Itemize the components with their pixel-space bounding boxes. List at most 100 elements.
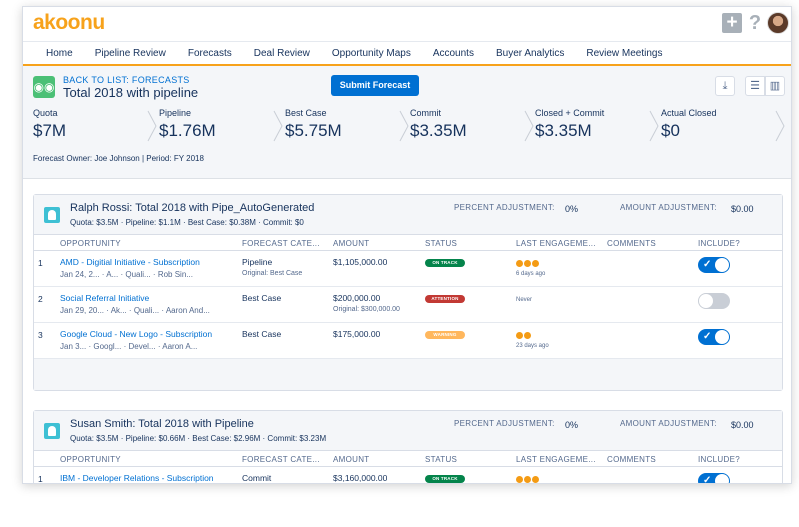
status-badge: ON TRACK xyxy=(425,475,465,483)
table-header: OPPORTUNITY FORECAST CATE... AMOUNT STATUS L… xyxy=(34,451,782,467)
plus-icon[interactable]: + xyxy=(722,13,742,33)
kanban-view-icon[interactable]: ▥ xyxy=(765,76,785,96)
avatar[interactable] xyxy=(767,12,789,34)
table-row: 1 IBM - Developer Relations - Subscriptio… xyxy=(34,467,782,484)
opportunity-meta: Jan 3... · Googl... · Devel... · Aaron A… xyxy=(60,342,198,351)
amount[interactable]: $1,105,000.00 xyxy=(333,257,388,267)
card-summary: Quota: $3.5M · Pipeline: $0.66M · Best C… xyxy=(70,434,327,443)
nav-item-home[interactable]: Home xyxy=(46,48,73,59)
forecast-category[interactable]: Best Case xyxy=(242,329,282,339)
column-header[interactable]: FORECAST CATE... xyxy=(242,455,320,464)
nav-item-review-meetings[interactable]: Review Meetings xyxy=(586,48,663,59)
app-window: akoonu + ? Home Pipeline Review Forecasts D… xyxy=(22,6,792,484)
forecast-category[interactable]: Commit xyxy=(242,473,272,483)
opportunity-link[interactable]: IBM - Developer Relations - Subscription xyxy=(60,473,214,483)
metric-value: $3.35M xyxy=(535,121,592,140)
column-header[interactable]: OPPORTUNITY xyxy=(60,455,121,464)
engagement-dot xyxy=(532,260,539,267)
column-header: LAST ENGAGEME... xyxy=(516,239,596,248)
amount[interactable]: $200,000.00 xyxy=(333,293,381,303)
include-toggle[interactable]: ✓ xyxy=(698,329,730,345)
column-header: STATUS xyxy=(425,455,458,464)
percent-adjustment-value[interactable]: 0% xyxy=(565,204,579,214)
column-header[interactable]: AMOUNT xyxy=(333,455,370,464)
column-header: LAST ENGAGEME... xyxy=(516,455,596,464)
top-bar: akoonu + ? xyxy=(23,7,791,41)
percent-adjustment-label: PERCENT ADJUSTMENT: xyxy=(454,419,555,428)
binoculars-icon: ◉◉ xyxy=(33,76,55,98)
row-number: 1 xyxy=(38,474,43,484)
table-row: 3 Google Cloud - New Logo - Subscription J… xyxy=(34,323,782,359)
column-header: INCLUDE? xyxy=(698,455,740,464)
help-icon[interactable]: ? xyxy=(748,12,762,34)
toggle-knob xyxy=(715,330,729,344)
table-row: 2 Social Referral Initiative Jan 29, 20...… xyxy=(34,287,782,323)
opportunity-link[interactable]: Google Cloud - New Logo - Subscription xyxy=(60,329,213,339)
check-icon: ✓ xyxy=(703,259,712,270)
card-summary: Quota: $3.5M · Pipeline: $1.1M · Best Ca… xyxy=(70,218,304,227)
amount-adjustment-label: AMOUNT ADJUSTMENT: xyxy=(620,203,717,212)
card-title: Susan Smith: Total 2018 with Pipeline xyxy=(70,418,254,430)
forecast-category[interactable]: Best Case xyxy=(242,293,282,303)
include-toggle[interactable]: ✓ xyxy=(698,257,730,273)
include-toggle[interactable] xyxy=(698,293,730,309)
column-header[interactable]: FORECAST CATE... xyxy=(242,239,320,248)
engagement-dot xyxy=(532,476,539,483)
nav-item-buyer-analytics[interactable]: Buyer Analytics xyxy=(495,48,565,59)
forecast-category[interactable]: Pipeline xyxy=(242,257,273,267)
amount-adjustment-value[interactable]: $0.00 xyxy=(731,204,754,214)
metric-label: Closed + Commit xyxy=(535,108,605,118)
column-header: COMMENTS xyxy=(607,455,657,464)
amount[interactable]: $3,160,000.00 xyxy=(333,473,388,483)
card-footer xyxy=(34,359,782,390)
column-header[interactable]: OPPORTUNITY xyxy=(60,239,121,248)
check-icon: ✓ xyxy=(703,331,712,342)
chevron-right-icon xyxy=(273,110,283,142)
download-icon[interactable]: ⤓ xyxy=(715,76,735,96)
metric-pipeline: Pipeline $1.76M xyxy=(159,106,269,146)
status-badge: ON TRACK xyxy=(425,259,465,267)
chevron-right-icon xyxy=(524,110,534,142)
column-header: STATUS xyxy=(425,239,458,248)
opportunity-link[interactable]: AMD - Digitial Initiative - Subscription xyxy=(60,257,200,267)
metric-value: $3.35M xyxy=(410,121,467,140)
amount[interactable]: $175,000.00 xyxy=(333,329,381,339)
metric-label: Quota xyxy=(33,108,58,118)
forecast-owner-period: Forecast Owner: Joe Johnson | Period: FY… xyxy=(33,154,204,163)
nav-item-pipeline-review[interactable]: Pipeline Review xyxy=(94,48,166,59)
list-view-icon[interactable]: ☰ xyxy=(745,76,765,96)
metric-quota: Quota $7M xyxy=(33,106,143,146)
submit-forecast-button[interactable]: Submit Forecast xyxy=(331,75,419,96)
engagement-dots xyxy=(516,331,532,341)
nav-item-accounts[interactable]: Accounts xyxy=(432,48,474,59)
include-toggle[interactable]: ✓ xyxy=(698,473,730,483)
nav-item-deal-review[interactable]: Deal Review xyxy=(253,48,310,59)
opportunity-link[interactable]: Social Referral Initiative xyxy=(60,293,150,303)
card-title: Ralph Rossi: Total 2018 with Pipe_AutoGe… xyxy=(70,202,315,214)
forecast-header: ◉◉ BACK TO LIST: FORECASTS Total 2018 wi… xyxy=(23,66,791,179)
chevron-right-icon xyxy=(775,110,785,142)
column-header: INCLUDE? xyxy=(698,239,740,248)
opportunity-meta: Jan 29, 20... · Ak... · Quali... · Aaron… xyxy=(60,306,210,315)
user-icon xyxy=(44,423,60,439)
column-header[interactable]: AMOUNT xyxy=(333,239,370,248)
table-header: OPPORTUNITY FORECAST CATE... AMOUNT STATUS L… xyxy=(34,235,782,251)
engagement-dot xyxy=(524,476,531,483)
metric-commit: Commit $3.35M xyxy=(410,106,520,146)
amount-adjustment-value[interactable]: $0.00 xyxy=(731,420,754,430)
metric-label: Pipeline xyxy=(159,108,192,118)
percent-adjustment-value[interactable]: 0% xyxy=(565,420,579,430)
amount-adjustment-label: AMOUNT ADJUSTMENT: xyxy=(620,419,717,428)
forecast-original: Original: Best Case xyxy=(242,270,303,277)
forecast-cards: Ralph Rossi: Total 2018 with Pipe_AutoGe… xyxy=(23,186,791,484)
nav-item-opportunity-maps[interactable]: Opportunity Maps xyxy=(331,48,411,59)
metric-label: Best Case xyxy=(285,108,327,118)
engagement-dots xyxy=(516,259,540,269)
forecast-card: Ralph Rossi: Total 2018 with Pipe_AutoGe… xyxy=(33,194,783,391)
main-nav: Home Pipeline Review Forecasts Deal Review O… xyxy=(23,41,791,66)
engagement-dot xyxy=(524,332,531,339)
back-to-list-link[interactable]: BACK TO LIST: FORECASTS xyxy=(63,75,190,85)
nav-item-forecasts[interactable]: Forecasts xyxy=(187,48,232,59)
row-number: 1 xyxy=(38,258,43,268)
engagement-dot xyxy=(516,260,523,267)
